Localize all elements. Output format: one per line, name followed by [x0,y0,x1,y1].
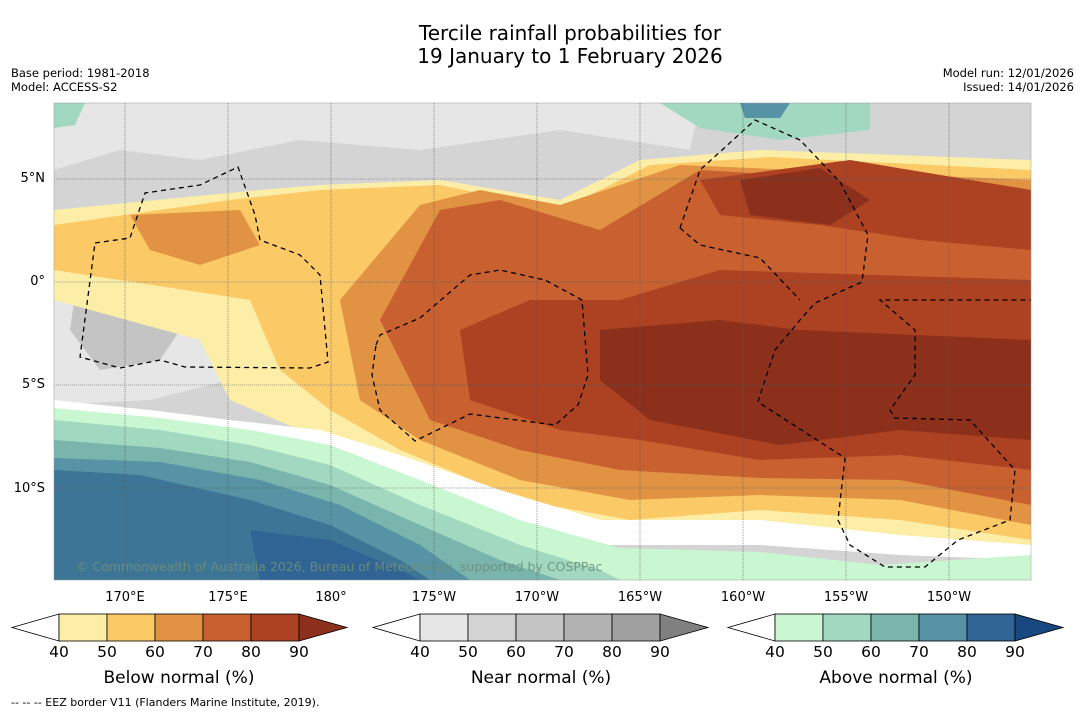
colorbar-above-80 [918,613,968,642]
lat-label-10s: 10°S [13,481,45,496]
eez-kiribati-gilberts [79,166,329,369]
colorbar-near-50 [419,613,469,642]
below-tick-50: 50 [97,643,117,661]
eez-borders [79,119,1031,568]
lon-label-180: 180° [315,590,347,605]
model-name: Model: ACCESS-S2 [11,80,118,94]
colorbar-near-60 [467,613,517,642]
title-line-1: Tercile rainfall probabilities for [418,21,722,45]
colorbar-near-90 [611,613,661,642]
colorbar-above-extend-left [726,613,776,642]
below-tick-80: 80 [241,643,261,661]
above-tick-50: 50 [813,643,833,661]
near-tick-80: 80 [602,643,622,661]
colorbar-below-normal [10,613,349,642]
near-tick-40: 40 [410,643,430,661]
colorbar-below-extend-right [298,613,349,642]
meta-right: Model run: 12/01/2026 Issued: 14/01/2026 [943,66,1074,94]
lon-label-170w: 170°W [514,590,560,605]
map-frame [53,102,1032,581]
eez-kiribati-line [679,119,1031,568]
lon-label-160w: 160°W [720,590,766,605]
colorbar-title-above: Above normal (%) [819,668,973,688]
lon-label-175w: 175°W [411,590,457,605]
colorbar-near-80 [563,613,613,642]
title-line-2: 19 January to 1 February 2026 [417,44,723,68]
colorbar-near-70 [515,613,565,642]
model-run: Model run: 12/01/2026 [942,66,1074,80]
field-above-normal-north [660,103,870,140]
colorbar-near-extend-left [371,613,421,642]
base-period: Base period: 1981-2018 [11,66,150,80]
colorbar-title-near: Near normal (%) [470,668,612,688]
lat-label-5n: 5°N [20,171,46,186]
near-tick-50: 50 [458,643,478,661]
colorbar-near-normal [371,613,710,642]
lon-label-150w: 150°W [926,590,972,605]
lat-label-5s: 5°S [21,377,45,392]
near-tick-70: 70 [554,643,574,661]
lon-label-165w: 165°W [617,590,663,605]
colorbar-above-60 [822,613,872,642]
colorbar-above-90 [966,613,1016,642]
colorbar-below-60 [106,613,156,642]
map-fields [54,103,1031,580]
below-tick-40: 40 [49,643,69,661]
field-above-normal-nw-corner [54,103,85,128]
colorbar-below-70 [154,613,204,642]
colorbar-below-80 [202,613,252,642]
near-tick-90: 90 [650,643,670,661]
colorbar-above-50 [774,613,824,642]
colorbar-near-extend-right [659,613,710,642]
colorbar-above-extend-right [1014,613,1065,642]
eez-kiribati-line-inner [679,227,801,301]
field-above-normal-90plus [250,530,420,580]
eez-kiribati-phoenix [371,269,589,442]
lat-label-0: 0° [30,274,45,289]
colorbar-below-extend-left [10,613,60,642]
colorbar-below-90 [250,613,300,642]
below-tick-60: 60 [145,643,165,661]
colorbar-title-below: Below normal (%) [103,668,255,688]
lon-label-175e: 175°E [208,590,248,605]
above-tick-70: 70 [909,643,929,661]
lon-label-170e: 170°E [105,590,145,605]
colorbar-above-normal [726,613,1065,642]
below-tick-90: 90 [289,643,309,661]
above-tick-80: 80 [957,643,977,661]
near-tick-60: 60 [506,643,526,661]
above-tick-90: 90 [1005,643,1025,661]
above-tick-40: 40 [765,643,785,661]
lon-label-155w: 155°W [823,590,869,605]
issued-date: Issued: 14/01/2026 [963,80,1074,94]
above-tick-60: 60 [861,643,881,661]
eez-footnote: -- -- -- EEZ border V11 (Flanders Marine… [11,696,320,709]
field-above-normal-north-dark [740,103,790,118]
grid-lines [54,103,1031,580]
field-below-normal-90plus [600,168,1031,445]
colorbar-below-50 [58,613,108,642]
colorbar-above-70 [870,613,920,642]
chart-title: Tercile rainfall probabilities for 19 Ja… [0,22,1085,68]
below-tick-70: 70 [193,643,213,661]
meta-left: Base period: 1981-2018 Model: ACCESS-S2 [11,66,150,94]
copyright-notice: © Commonwealth of Australia 2026, Bureau… [76,559,603,574]
field-near-normal-40-north [54,103,700,170]
